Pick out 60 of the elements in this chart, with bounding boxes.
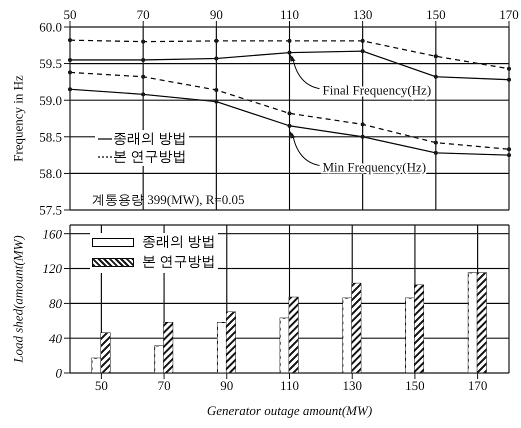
point (68, 58, 72, 62)
point (68, 87, 72, 92)
legend-label: 종래의 방법 (113, 131, 186, 148)
point (360, 134, 365, 139)
point (507, 153, 511, 158)
point (288, 50, 292, 55)
point (288, 38, 292, 43)
point (360, 38, 365, 43)
x-tick-label: 130 (352, 7, 372, 22)
point (141, 40, 146, 44)
point (141, 92, 146, 96)
legend-label: 본 연구방법 (113, 149, 186, 166)
point (507, 66, 511, 71)
y-tick-label: 59.0 (39, 92, 62, 108)
x-tick-label: 170 (499, 7, 519, 22)
point (214, 56, 218, 60)
x-tick-label: 110 (280, 7, 300, 22)
point (214, 100, 218, 104)
point (288, 111, 292, 116)
point (507, 78, 511, 82)
x-tick-label: 150 (426, 7, 446, 22)
point (214, 88, 218, 92)
point (360, 122, 365, 126)
x-tick-label: 170 (468, 378, 488, 394)
legend-label: 본 연구방법 (142, 254, 216, 271)
point (141, 58, 146, 62)
point (68, 38, 72, 42)
y-axis-title: Frequency in Hz (10, 74, 26, 162)
point (214, 38, 218, 43)
y-tick-label: 120 (42, 261, 62, 276)
x-tick-label: 70 (158, 378, 171, 394)
y-tick-label: 0 (56, 366, 62, 381)
point (360, 49, 365, 54)
point (434, 140, 438, 145)
x-tick-label: 150 (405, 378, 425, 394)
point (288, 124, 292, 128)
x-tick-label: 50 (94, 378, 108, 394)
x-tick-label: 90 (210, 7, 223, 22)
y-axis-title: Load shed(amount(MW) (10, 235, 26, 364)
point (141, 74, 146, 79)
x-tick-label: 90 (220, 378, 234, 394)
y-tick-label: 57.5 (39, 202, 62, 218)
point (434, 74, 438, 79)
y-tick-label: 59.5 (39, 56, 62, 72)
y-tick-label: 160 (42, 226, 62, 242)
point (434, 54, 438, 58)
point (507, 147, 511, 152)
x-axis-title: Generator outage amount(MW) (206, 403, 372, 418)
point (434, 150, 438, 155)
y-tick-label: 40 (49, 330, 62, 346)
y-tick-label: 58.5 (39, 129, 62, 144)
y-tick-label: 58.0 (39, 166, 62, 182)
x-tick-label: 130 (342, 378, 362, 394)
x-tick-label: 70 (136, 7, 150, 22)
y-tick-label: 80 (49, 296, 62, 311)
point (68, 70, 72, 74)
y-tick-label: 60.0 (39, 20, 62, 35)
x-tick-label: 110 (280, 378, 300, 394)
x-tick-label: 50 (64, 7, 76, 22)
legend-label: 종래의 방법 (142, 234, 216, 251)
